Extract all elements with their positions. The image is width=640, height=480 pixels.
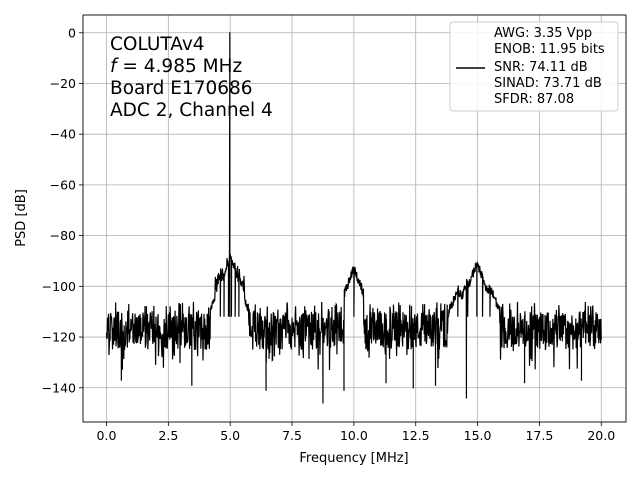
x-tick-label: 10.0 [340, 428, 368, 443]
y-tick-label: −140 [42, 380, 76, 395]
annotation-frequency: f = 4.985 MHz [110, 56, 242, 77]
legend-line-snr: SNR: 74.11 dB [494, 60, 588, 75]
spectral-peak-point [457, 288, 459, 290]
spectral-dip-point [434, 384, 437, 386]
spectral-peak-point [219, 285, 221, 287]
x-tick-label: 15.0 [464, 428, 492, 443]
annotation-chip-name: COLUTAv4 [110, 34, 205, 55]
spectral-peak-point [230, 260, 233, 262]
x-tick-label: 12.5 [402, 428, 430, 443]
x-axis-ticks: 0.0 2.5 5.0 7.5 10.0 12.5 15.0 17.5 20.0 [97, 422, 615, 443]
x-tick-label: 17.5 [525, 428, 553, 443]
spectral-peak-point [238, 283, 240, 285]
annotation-adc-channel: ADC 2, Channel 4 [110, 100, 273, 121]
x-tick-label: 5.0 [220, 428, 240, 443]
spectral-dip-point [120, 379, 122, 381]
spectral-peak-point [234, 278, 236, 280]
annotation-frequency-value: = 4.985 MHz [117, 56, 243, 77]
psd-series [105, 32, 602, 404]
spectral-dip-point [523, 382, 526, 384]
spectral-dip-point [465, 397, 468, 399]
spectral-dip-point [385, 382, 387, 384]
x-tick-label: 0.0 [97, 428, 117, 443]
annotation-block: COLUTAv4 f = 4.985 MHz Board E170686 ADC… [110, 34, 273, 121]
spectral-peak-point [353, 267, 355, 270]
spectral-dip-point [412, 387, 414, 389]
y-tick-label: 0 [68, 25, 76, 40]
y-axis-label: PSD [dB] [14, 189, 29, 247]
y-tick-label: −80 [50, 228, 76, 243]
spectral-peak-point [223, 280, 225, 282]
spectral-peak-point [227, 265, 230, 267]
spectral-dip-point [265, 389, 267, 391]
x-tick-label: 7.5 [282, 428, 302, 443]
legend-box [449, 21, 619, 112]
spectral-peak-point [467, 280, 469, 282]
legend-line-enob: ENOB: 11.95 bits [494, 42, 605, 57]
annotation-board: Board E170686 [110, 78, 253, 99]
legend-line-sinad: SINAD: 73.71 dB [494, 76, 602, 91]
y-axis-ticks: 0 −20 −40 −60 −80 −100 −120 −140 [42, 25, 83, 395]
legend-line-sfdr: SFDR: 87.08 [494, 92, 574, 107]
spectral-peak-point [481, 278, 484, 280]
psd-trace [105, 32, 602, 403]
spectral-dip-point [322, 402, 324, 404]
annotation-frequency-symbol: f [110, 56, 119, 77]
spectral-peak-point [489, 285, 491, 287]
spectral-dip-point [191, 384, 193, 386]
y-tick-label: −120 [42, 330, 76, 345]
y-tick-label: −40 [50, 127, 76, 142]
spectral-dip-point [343, 389, 345, 391]
legend-line-awg: AWG: 3.35 Vpp [494, 26, 592, 41]
spectral-peak-point [476, 262, 478, 265]
y-tick-label: −100 [42, 279, 76, 294]
x-axis-label: Frequency [MHz] [299, 451, 408, 466]
spectral-peak-point [229, 32, 231, 34]
legend: AWG: 3.35 Vpp ENOB: 11.95 bits SNR: 74.1… [449, 21, 619, 112]
plot-frame [82, 14, 627, 423]
x-tick-label: 2.5 [158, 428, 178, 443]
spectral-dip-point [580, 379, 583, 381]
y-tick-label: −20 [50, 76, 76, 91]
y-tick-label: −60 [50, 177, 76, 192]
x-tick-label: 20.0 [587, 428, 615, 443]
